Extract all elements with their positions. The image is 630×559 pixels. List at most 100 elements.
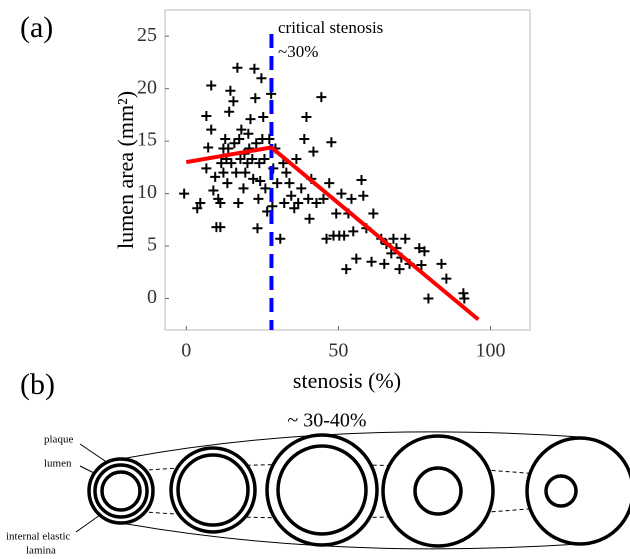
marker xyxy=(240,167,251,178)
marker xyxy=(459,293,470,304)
annotation: critical stenosis xyxy=(278,18,383,37)
label: plaque xyxy=(44,434,73,446)
marker xyxy=(324,178,335,189)
x-tick-label: 100 xyxy=(475,340,505,362)
label: lamina xyxy=(26,545,56,557)
marker xyxy=(256,73,267,84)
marker xyxy=(289,203,300,214)
diagram-title: ~ 30-40% xyxy=(287,410,366,432)
marker xyxy=(356,174,367,185)
marker xyxy=(252,223,263,234)
marker xyxy=(304,213,315,224)
marker xyxy=(368,208,379,219)
marker xyxy=(216,158,227,169)
marker xyxy=(311,198,322,209)
fit-line xyxy=(185,145,272,165)
marker xyxy=(215,198,226,209)
annotation: ~30% xyxy=(278,42,318,61)
marker xyxy=(284,178,295,189)
marker xyxy=(260,183,271,194)
marker xyxy=(264,134,275,145)
outline xyxy=(120,522,581,550)
y-tick-label: 20 xyxy=(137,76,157,98)
fit-line xyxy=(270,145,480,322)
marker xyxy=(245,114,256,125)
marker xyxy=(279,198,290,209)
marker xyxy=(348,226,359,237)
lumen xyxy=(176,453,250,527)
x-tick-label: 0 xyxy=(181,340,191,362)
marker xyxy=(192,203,203,214)
marker xyxy=(203,142,214,153)
marker xyxy=(218,167,229,178)
marker xyxy=(358,190,369,201)
marker xyxy=(303,193,314,204)
marker xyxy=(416,259,427,270)
marker xyxy=(318,193,329,204)
marker xyxy=(195,198,206,209)
y-axis-label: lumen area (mm²) xyxy=(113,91,138,249)
marker xyxy=(248,173,259,184)
marker xyxy=(299,134,310,145)
marker xyxy=(301,112,312,123)
y-tick-label: 5 xyxy=(147,234,157,256)
marker xyxy=(272,178,283,189)
marker xyxy=(226,158,237,169)
marker xyxy=(267,201,278,212)
marker xyxy=(394,264,405,275)
marker xyxy=(366,256,377,267)
marker xyxy=(215,222,226,233)
marker xyxy=(308,146,319,157)
marker xyxy=(208,185,219,196)
marker xyxy=(236,124,247,135)
marker xyxy=(388,233,399,244)
marker xyxy=(251,138,262,149)
marker xyxy=(291,153,302,164)
marker xyxy=(441,273,452,284)
marker xyxy=(331,208,342,219)
marker xyxy=(386,248,397,259)
marker xyxy=(179,188,190,199)
marker xyxy=(250,93,261,104)
outline xyxy=(120,431,581,460)
marker xyxy=(254,158,265,169)
marker xyxy=(286,190,297,201)
marker xyxy=(414,243,425,254)
marker xyxy=(234,134,245,145)
marker xyxy=(275,233,286,244)
marker xyxy=(210,171,221,182)
marker xyxy=(400,233,411,244)
panel-label: (b) xyxy=(20,368,55,401)
marker xyxy=(436,258,447,269)
y-tick-label: 25 xyxy=(137,24,157,46)
marker xyxy=(224,106,235,117)
marker xyxy=(201,110,212,121)
marker xyxy=(247,153,258,164)
marker xyxy=(201,163,212,174)
marker xyxy=(225,85,236,96)
x-tick-label: 50 xyxy=(328,340,348,362)
marker xyxy=(259,153,270,164)
marker xyxy=(206,124,217,135)
y-tick-label: 15 xyxy=(137,129,157,151)
marker xyxy=(419,246,430,257)
marker xyxy=(232,62,243,73)
marker xyxy=(423,293,434,304)
marker xyxy=(243,128,254,139)
lumen xyxy=(544,474,578,508)
marker xyxy=(238,183,249,194)
diagram xyxy=(75,431,630,550)
marker xyxy=(235,153,246,164)
marker xyxy=(223,143,234,154)
marker xyxy=(296,183,307,194)
leader xyxy=(75,514,101,533)
marker xyxy=(249,63,260,74)
marker xyxy=(233,198,244,209)
marker xyxy=(206,80,217,91)
marker xyxy=(341,264,352,275)
marker xyxy=(255,176,266,187)
leader xyxy=(79,443,109,464)
marker xyxy=(220,134,231,145)
label: internal elastic xyxy=(6,531,71,543)
